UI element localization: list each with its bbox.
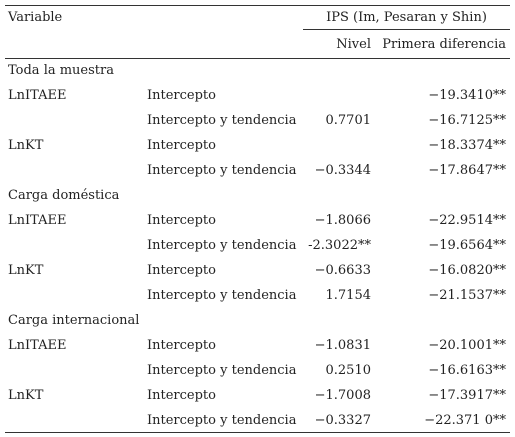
row-nivel: −1.0831: [314, 338, 371, 353]
row-spec: Intercepto: [147, 213, 216, 228]
row-primera: −18.3374**: [428, 138, 506, 153]
row-spec: Intercepto: [147, 88, 216, 103]
row-variable: LnITAEE: [8, 88, 67, 103]
row-spec: Intercepto y tendencia: [147, 113, 297, 128]
row-primera: −22.371 0**: [424, 413, 506, 428]
row-spec: Intercepto y tendencia: [147, 413, 297, 428]
header-bottom-rule: [5, 58, 510, 59]
row-spec: Intercepto y tendencia: [147, 238, 297, 253]
row-primera: −22.9514**: [428, 213, 506, 228]
row-variable: LnKT: [8, 388, 44, 403]
top-rule: [5, 5, 510, 6]
row-spec: Intercepto y tendencia: [147, 363, 297, 378]
row-variable: LnITAEE: [8, 338, 67, 353]
row-spec: Intercepto: [147, 388, 216, 403]
row-variable: LnKT: [8, 263, 44, 278]
header-ips: IPS (Im, Pesaran y Shin): [326, 10, 487, 25]
row-nivel: −0.3327: [314, 413, 371, 428]
section-title: Toda la muestra: [8, 63, 114, 78]
row-variable: LnKT: [8, 138, 44, 153]
row-nivel: −0.3344: [314, 163, 371, 178]
row-spec: Intercepto: [147, 263, 216, 278]
row-primera: −16.0820**: [428, 263, 506, 278]
row-nivel: −1.7008: [314, 388, 371, 403]
section-title: Carga internacional: [8, 313, 140, 328]
row-primera: −19.3410**: [428, 88, 506, 103]
row-primera: −19.6564**: [428, 238, 506, 253]
row-nivel: −0.6633: [314, 263, 371, 278]
row-primera: −17.8647**: [428, 163, 506, 178]
ips-underline-rule: [303, 29, 510, 30]
row-primera: −17.3917**: [428, 388, 506, 403]
row-spec: Intercepto: [147, 138, 216, 153]
header-variable: Variable: [8, 10, 63, 25]
row-nivel: 1.7154: [325, 288, 372, 303]
header-primera-diferencia: Primera diferencia: [382, 37, 506, 52]
row-primera: −16.7125**: [428, 113, 506, 128]
row-primera: −20.1001**: [428, 338, 506, 353]
row-nivel: -2.3022**: [308, 238, 371, 253]
row-primera: −21.1537**: [428, 288, 506, 303]
row-nivel: 0.2510: [325, 363, 372, 378]
row-spec: Intercepto y tendencia: [147, 163, 297, 178]
row-nivel: −1.8066: [314, 213, 371, 228]
row-primera: −16.6163**: [428, 363, 506, 378]
bottom-rule: [5, 432, 510, 433]
row-spec: Intercepto: [147, 338, 216, 353]
row-nivel: 0.7701: [325, 113, 372, 128]
section-title: Carga doméstica: [8, 188, 120, 203]
row-variable: LnITAEE: [8, 213, 67, 228]
header-nivel: Nivel: [336, 37, 371, 52]
row-spec: Intercepto y tendencia: [147, 288, 297, 303]
